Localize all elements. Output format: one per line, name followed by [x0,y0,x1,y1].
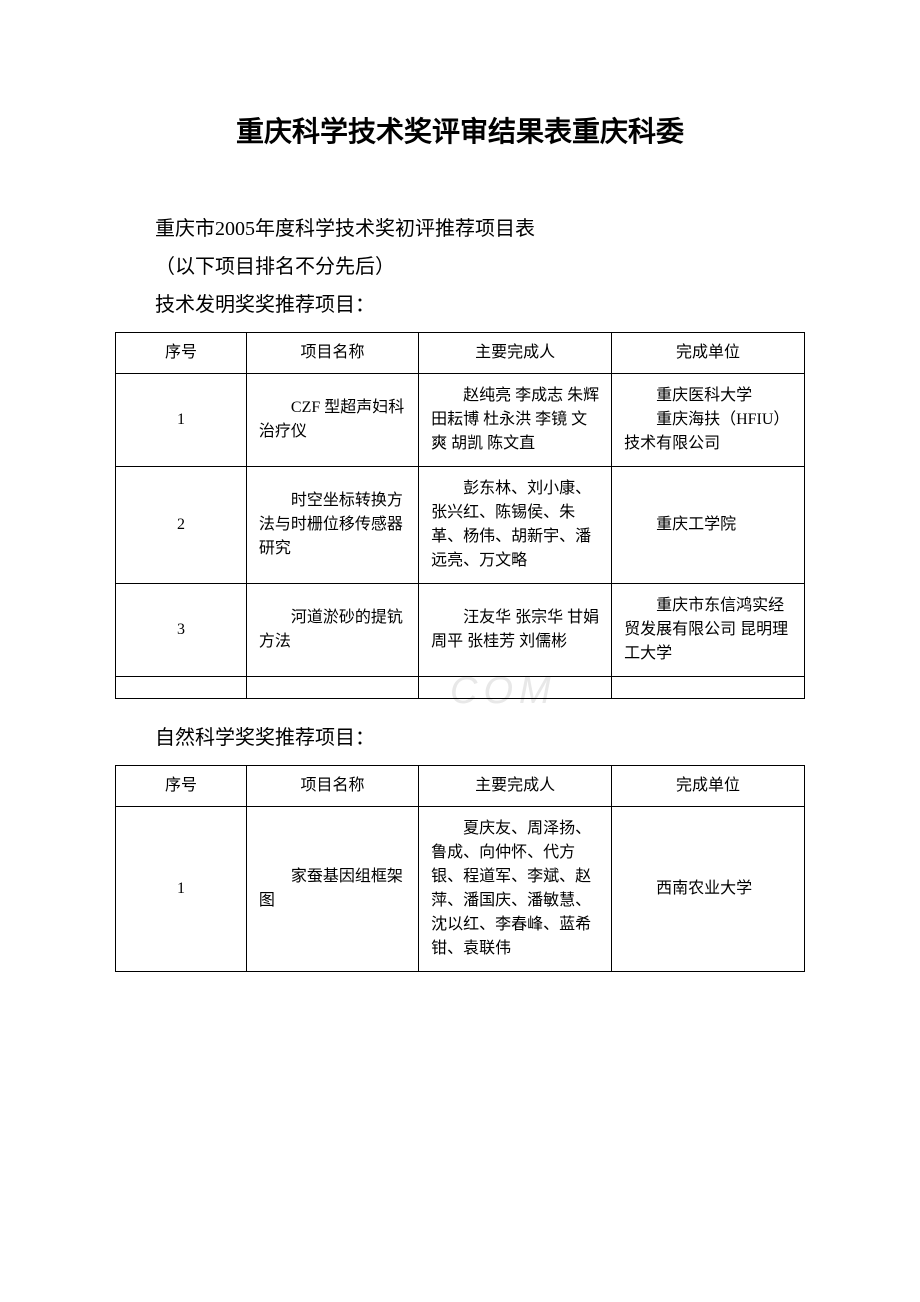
document-content: 重庆科学技术奖评审结果表重庆科委 重庆市2005年度科学技术奖初评推荐项目表 （… [115,110,805,972]
header-name: 项目名称 [246,766,418,807]
cell-people: 汪友华 张宗华 甘娟 周平 张桂芳 刘儒彬 [419,584,612,677]
cell-people: 彭东林、刘小康、张兴红、陈锡侯、朱革、杨伟、胡新宇、潘远亮、万文略 [419,467,612,584]
table2: 序号 项目名称 主要完成人 完成单位 1 家蚕基因组框架图 夏庆友、周泽扬、鲁成… [115,765,805,972]
cell-unit: 重庆工学院 [612,467,805,584]
cell-name: CZF 型超声妇科治疗仪 [246,374,418,467]
cell-unit: 重庆医科大学 重庆海扶（HFIU）技术有限公司 [612,374,805,467]
table1-header-row: 序号 项目名称 主要完成人 完成单位 [116,333,805,374]
cell-seq: 2 [116,467,247,584]
cell-empty [419,677,612,699]
cell-people: 赵纯亮 李成志 朱辉 田耘博 杜永洪 李镜 文爽 胡凯 陈文直 [419,374,612,467]
cell-empty [612,677,805,699]
cell-seq: 1 [116,807,247,972]
cell-people: 夏庆友、周泽扬、鲁成、向仲怀、代方银、程道军、李斌、赵萍、潘国庆、潘敏慧、沈以红… [419,807,612,972]
header-seq: 序号 [116,766,247,807]
cell-name: 时空坐标转换方法与时栅位移传感器研究 [246,467,418,584]
intro-line-1: 重庆市2005年度科学技术奖初评推荐项目表 [115,210,805,248]
cell-empty [246,677,418,699]
header-seq: 序号 [116,333,247,374]
cell-seq: 1 [116,374,247,467]
header-name: 项目名称 [246,333,418,374]
cell-empty [116,677,247,699]
table1: 序号 项目名称 主要完成人 完成单位 1 CZF 型超声妇科治疗仪 赵纯亮 李成… [115,332,805,699]
header-unit: 完成单位 [612,766,805,807]
header-unit: 完成单位 [612,333,805,374]
header-people: 主要完成人 [419,333,612,374]
cell-name: 家蚕基因组框架图 [246,807,418,972]
table-row: 1 家蚕基因组框架图 夏庆友、周泽扬、鲁成、向仲怀、代方银、程道军、李斌、赵萍、… [116,807,805,972]
section1-heading: 技术发明奖奖推荐项目： [115,286,805,324]
cell-unit: 西南农业大学 [612,807,805,972]
table2-header-row: 序号 项目名称 主要完成人 完成单位 [116,766,805,807]
header-people: 主要完成人 [419,766,612,807]
table-row: 2 时空坐标转换方法与时栅位移传感器研究 彭东林、刘小康、张兴红、陈锡侯、朱革、… [116,467,805,584]
intro-line-2: （以下项目排名不分先后） [115,248,805,286]
table-row: 3 河道淤砂的提钪方法 汪友华 张宗华 甘娟 周平 张桂芳 刘儒彬 重庆市东信鸿… [116,584,805,677]
cell-unit: 重庆市东信鸿实经贸发展有限公司 昆明理工大学 [612,584,805,677]
table-row-empty [116,677,805,699]
document-title: 重庆科学技术奖评审结果表重庆科委 [115,110,805,150]
cell-name: 河道淤砂的提钪方法 [246,584,418,677]
section2-heading: 自然科学奖奖推荐项目： [115,719,805,757]
table-row: 1 CZF 型超声妇科治疗仪 赵纯亮 李成志 朱辉 田耘博 杜永洪 李镜 文爽 … [116,374,805,467]
cell-seq: 3 [116,584,247,677]
